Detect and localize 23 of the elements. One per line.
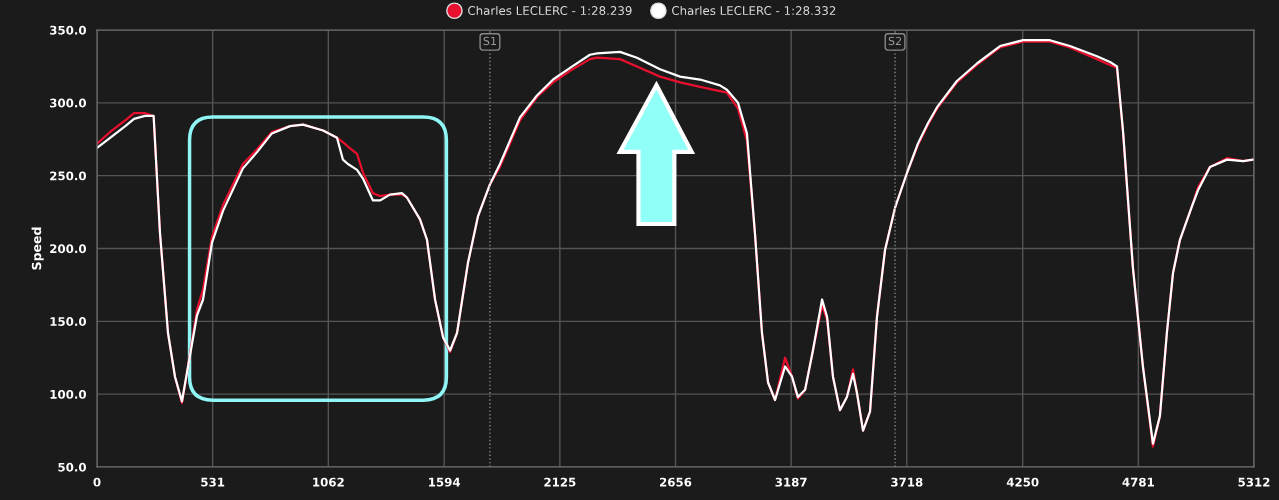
y-tick-label: 150.0 — [50, 317, 87, 326]
y-tick-label: 50.0 — [58, 462, 87, 472]
legend-label: Charles LECLERC - 1:28.239 — [468, 5, 632, 16]
x-tick-label: 4781 — [1122, 477, 1154, 487]
y-axis-title: Speed — [31, 227, 44, 270]
x-tick-label: 2125 — [544, 477, 576, 487]
x-tick-label: 5312 — [1238, 477, 1270, 487]
x-tick-label: 0 — [93, 477, 101, 487]
y-tick-label: 100.0 — [50, 389, 87, 399]
x-tick-label: 531 — [201, 477, 225, 487]
legend-label: Charles LECLERC - 1:28.332 — [672, 5, 836, 16]
x-tick-label: 2656 — [660, 477, 692, 487]
y-tick-label: 350.0 — [50, 25, 87, 35]
ref-line-label: S1 — [483, 36, 496, 46]
x-tick-label: 3718 — [891, 477, 923, 487]
y-tick-label: 300.0 — [50, 98, 87, 108]
x-tick-label: 1062 — [313, 477, 344, 487]
x-tick-label: 4250 — [1006, 477, 1039, 487]
x-tick-label: 3187 — [775, 477, 807, 487]
y-tick-label: 200.0 — [50, 244, 87, 254]
x-tick-label: 1594 — [429, 477, 461, 487]
ref-line-label: S2 — [888, 36, 901, 46]
y-tick-label: 250.0 — [50, 171, 87, 181]
